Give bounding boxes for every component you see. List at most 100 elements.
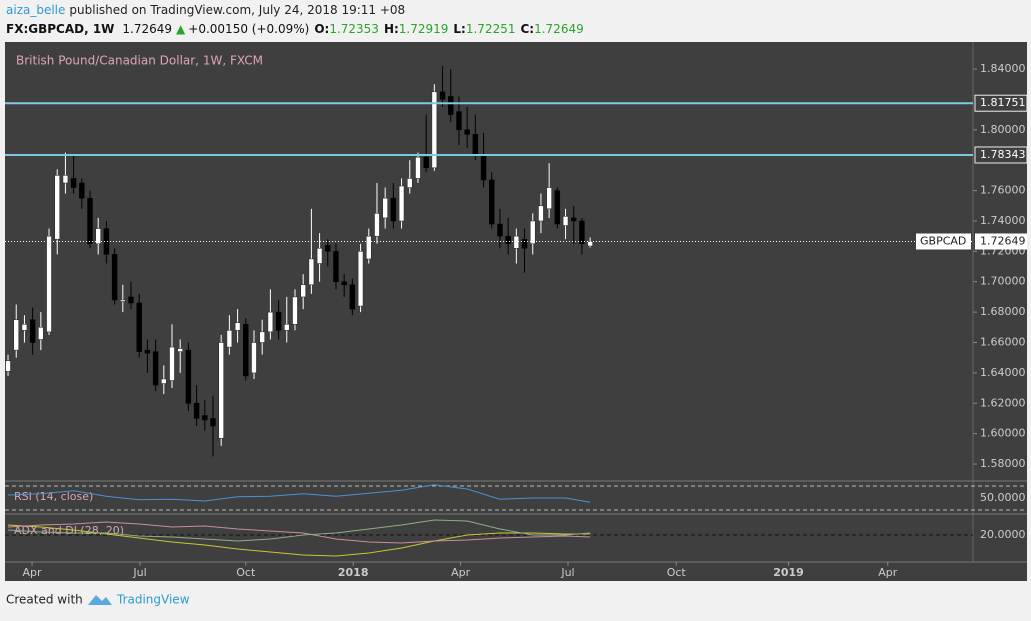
- user: aiza_belle: [6, 3, 65, 17]
- footer-brand[interactable]: TradingView: [116, 593, 190, 607]
- y-tick-label: 1.74000: [980, 214, 1026, 227]
- logo: [88, 595, 112, 605]
- x-tick-label: 2019: [773, 566, 804, 579]
- symbol-label: GBPCAD: [920, 234, 966, 247]
- candle-body: [70, 178, 77, 188]
- candle-body: [95, 228, 101, 245]
- change: +0.00150 (+0.09%): [188, 22, 309, 36]
- candle-body: [308, 258, 315, 286]
- o: O:: [314, 22, 329, 36]
- candle-body: [185, 349, 192, 404]
- candle-body: [120, 299, 126, 302]
- price-label-box: [974, 146, 1028, 164]
- symbol: FX:GBPCAD, 1W: [6, 22, 114, 36]
- candle-body: [562, 216, 569, 226]
- l-val: 1.72251: [466, 22, 516, 36]
- y-tick-label: 1.68000: [980, 305, 1026, 318]
- candle-body: [513, 235, 520, 249]
- arrow: ▲: [176, 22, 186, 36]
- candle-body: [448, 96, 454, 115]
- candle-body: [472, 134, 479, 156]
- candle-body: [62, 175, 69, 184]
- chart-title: British Pound/Canadian Dollar, 1W, FXCM: [16, 54, 263, 68]
- header-bg: [0, 0, 1031, 42]
- last-price-label: 1.72649: [980, 234, 1026, 247]
- candle-body: [382, 197, 388, 219]
- candle-body: [54, 175, 60, 240]
- candle-body: [316, 248, 323, 264]
- candle-body: [489, 179, 495, 225]
- candle-body: [218, 342, 224, 439]
- candle-body: [300, 284, 306, 298]
- chart-bg: [5, 42, 1027, 581]
- candle-body: [546, 187, 552, 210]
- candle-body: [325, 245, 331, 252]
- candle-body: [587, 241, 593, 247]
- price-label: 1.78343: [980, 148, 1026, 161]
- candle-body: [144, 349, 151, 354]
- indicator-line: [7, 524, 591, 557]
- l: L:: [453, 22, 465, 36]
- candle-body: [398, 185, 405, 222]
- candle-body: [521, 238, 528, 249]
- c-val: 1.72649: [534, 22, 584, 36]
- y-tick-label: 1.70000: [980, 275, 1026, 288]
- x-tick-label: Oct: [667, 566, 687, 579]
- candle-body: [136, 302, 142, 352]
- candle-body: [13, 319, 19, 351]
- last-price-box: [975, 233, 1027, 250]
- candle-body: [161, 378, 167, 384]
- candle-body: [538, 205, 544, 222]
- x-tick-label: Apr: [878, 566, 898, 579]
- candle-body: [128, 296, 134, 304]
- candle-body: [439, 91, 446, 100]
- candle-body: [341, 281, 347, 286]
- y-tick-label: 20.0000: [980, 528, 1026, 541]
- candle-body: [259, 331, 265, 343]
- indicator-line: [7, 521, 591, 544]
- candle-body: [579, 220, 585, 245]
- x-tick-label: Jul: [560, 566, 574, 579]
- candle-body: [357, 251, 364, 307]
- x-tick-label: Apr: [23, 566, 43, 579]
- symbol-box: [916, 233, 971, 250]
- price-label-box: [974, 94, 1028, 112]
- header-line1: aiza_belle published on TradingView.com, …: [6, 3, 405, 17]
- candle-body: [456, 111, 462, 131]
- h: H:: [384, 22, 399, 36]
- candle-body: [152, 351, 159, 386]
- candle-body: [177, 348, 183, 352]
- price: 1.72649: [122, 22, 172, 36]
- header-line2: FX:GBPCAD, 1W 1.72649 ▲ +0.00150 (+0.09%) O:…: [6, 22, 584, 36]
- candle-body: [407, 178, 413, 188]
- candle-body: [530, 220, 536, 245]
- candle-body: [333, 251, 339, 282]
- published: published on TradingView.com, July 24, 2…: [69, 3, 405, 17]
- y-tick-label: 1.80000: [980, 123, 1026, 136]
- candle-body: [210, 418, 216, 427]
- y-tick-label: 1.62000: [980, 396, 1026, 409]
- y-tick-label: 1.84000: [980, 62, 1026, 75]
- x-tick-label: Oct: [236, 566, 256, 579]
- candle-body: [571, 217, 577, 222]
- y-tick-label: 1.58000: [980, 457, 1026, 470]
- candle-body: [497, 223, 503, 237]
- x-tick-label: Jul: [132, 566, 146, 579]
- h-val: 1.72919: [399, 22, 449, 36]
- y-tick-label: 50.0000: [980, 491, 1026, 504]
- candle-body: [464, 129, 470, 135]
- candle-body: [87, 197, 93, 245]
- candle-body: [5, 360, 11, 372]
- y-tick-label: 1.66000: [980, 336, 1026, 349]
- o-val: 1.72353: [329, 22, 379, 36]
- c: C:: [520, 22, 534, 36]
- candle-body: [267, 311, 274, 333]
- y-tick-label: 1.76000: [980, 184, 1026, 197]
- indicator-line: [7, 519, 591, 542]
- candle-body: [38, 327, 44, 340]
- indicator-line: [7, 484, 591, 503]
- candle-body: [21, 324, 28, 331]
- x-tick-label: 2018: [338, 566, 369, 579]
